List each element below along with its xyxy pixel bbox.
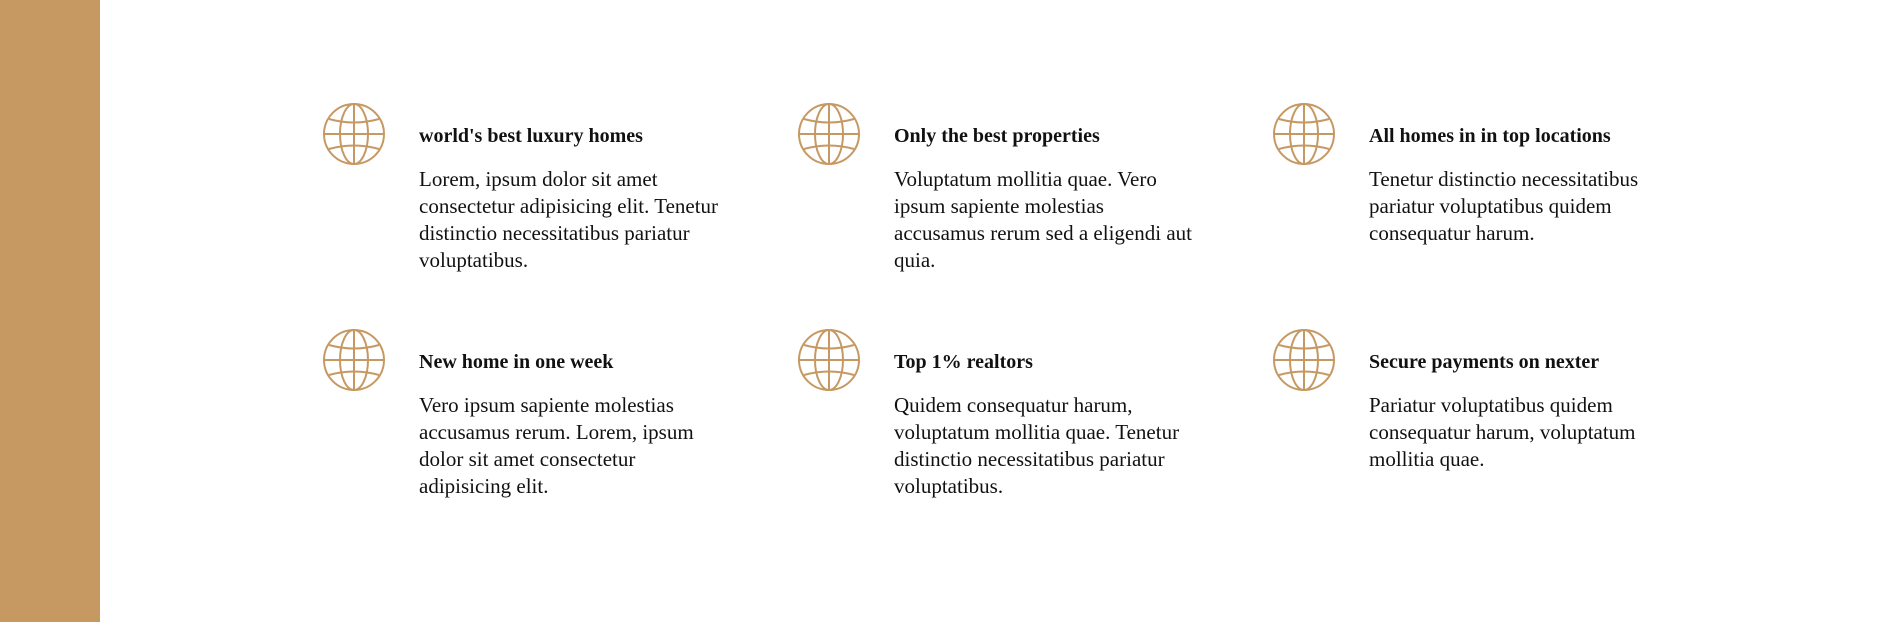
feature-text: Quidem consequatur harum, voluptatum mol… xyxy=(894,393,1180,498)
feature-title: Only the best properties xyxy=(894,125,1100,147)
globe-icon xyxy=(1272,102,1336,166)
globe-icon xyxy=(322,328,386,392)
features-section: world's best luxury homes Lorem, ipsum d… xyxy=(322,102,1762,554)
feature-text: Voluptatum mollitia quae. Vero ipsum sap… xyxy=(894,167,1192,272)
feature-title: All homes in in top locations xyxy=(1369,125,1611,147)
feature-item: world's best luxury homes Lorem, ipsum d… xyxy=(322,102,797,328)
sidebar-strip xyxy=(0,0,100,622)
feature-item: Only the best properties Voluptatum moll… xyxy=(797,102,1272,328)
feature-title: New home in one week xyxy=(419,351,614,373)
globe-icon xyxy=(322,102,386,166)
feature-item: New home in one week Vero ipsum sapiente… xyxy=(322,328,797,554)
feature-title: Secure payments on nexter xyxy=(1369,351,1600,373)
feature-item: Secure payments on nexter Pariatur volup… xyxy=(1272,328,1747,554)
feature-text: Pariatur voluptatibus quidem consequatur… xyxy=(1369,393,1636,471)
feature-item: Top 1% realtors Quidem consequatur harum… xyxy=(797,328,1272,554)
globe-icon xyxy=(1272,328,1336,392)
feature-text: Vero ipsum sapiente molestias accusamus … xyxy=(419,393,694,498)
feature-title: Top 1% realtors xyxy=(894,351,1033,373)
feature-text: Tenetur distinctio necessitatibus pariat… xyxy=(1369,167,1639,245)
globe-icon xyxy=(797,102,861,166)
feature-item: All homes in in top locations Tenetur di… xyxy=(1272,102,1747,328)
globe-icon xyxy=(797,328,861,392)
feature-text: Lorem, ipsum dolor sit amet consectetur … xyxy=(419,167,719,272)
feature-title: world's best luxury homes xyxy=(419,125,643,147)
